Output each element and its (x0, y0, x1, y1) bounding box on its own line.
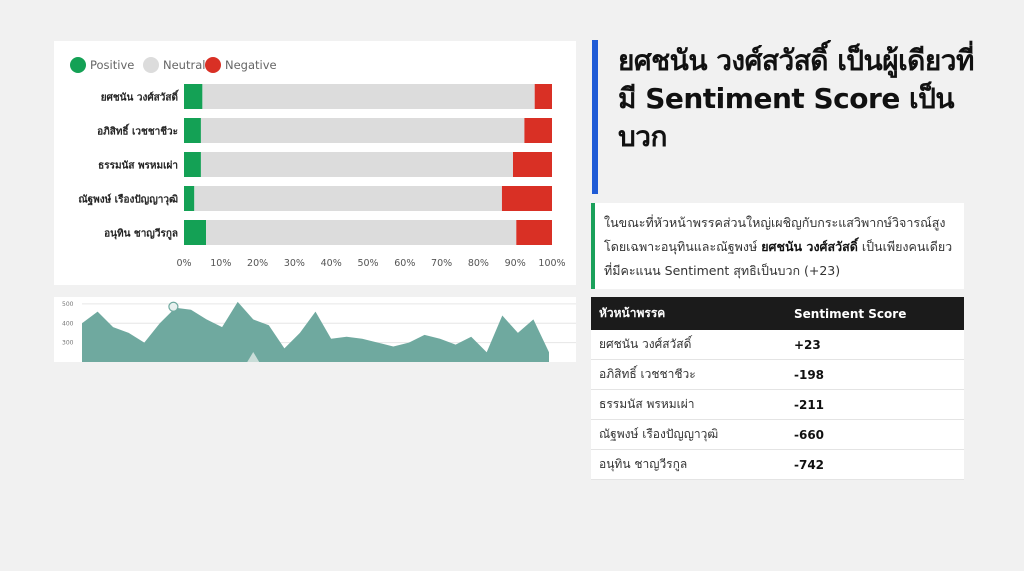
row-score: -211 (794, 389, 964, 420)
row-name: ณัฐพงษ์ เรืองปัญญาวุฒิ (591, 419, 794, 450)
x-tick-label: 60% (394, 258, 415, 269)
summary-accent-bar (591, 203, 595, 289)
table-header-row: หัวหน้าพรรค Sentiment Score (591, 297, 964, 330)
table-row: ยศชนัน วงศ์สวัสดิ์ +23 (591, 330, 964, 360)
area-annotation-marker (168, 301, 179, 312)
row-score: -660 (794, 419, 964, 450)
bar-chart-svg: Positive Neutral Negative ยศชนัน วงศ์สวัสดิ… (70, 57, 566, 269)
row-name: อภิสิทธิ์ เวชชาชีวะ (591, 359, 794, 390)
x-tick-label: 90% (505, 258, 526, 269)
bar-negative (512, 152, 552, 177)
category-label: ยศชนัน วงศ์สวัสดิ์ (101, 90, 180, 104)
bar-negative (534, 84, 552, 109)
row-score: -742 (794, 449, 964, 480)
bar-neutral (206, 220, 517, 245)
table-row: ณัฐพงษ์ เรืองปัญญาวุฒิ -660 (591, 419, 964, 450)
x-tick-label: 80% (468, 258, 489, 269)
x-tick-label: 100% (538, 258, 565, 269)
bar-neutral (200, 118, 525, 143)
category-label: อภิสิทธิ์ เวชชาชีวะ (97, 124, 178, 138)
title-accent-bar (592, 40, 598, 194)
bar-positive (184, 186, 195, 211)
bar-positive (184, 152, 201, 177)
legend-label-positive: Positive (90, 58, 134, 72)
table-row: อนุทิน ชาญวีรกูล -742 (591, 449, 964, 480)
x-tick-label: 30% (284, 258, 305, 269)
bar-neutral (194, 186, 502, 211)
sentiment-score-table: หัวหน้าพรรค Sentiment Score ยศชนัน วงศ์ส… (591, 297, 964, 480)
table-row: อภิสิทธิ์ เวชชาชีวะ -198 (591, 359, 964, 390)
headline: ยศชนัน วงศ์สวัสดิ์ เป็นผู้เดียวที่มี Sen… (618, 44, 974, 153)
area-chart-svg: 500 400 300 (62, 301, 576, 362)
bar-positive (184, 84, 203, 109)
trend-area-chart: 500 400 300 (54, 297, 576, 362)
legend-label-negative: Negative (225, 58, 277, 72)
bar-positive (184, 118, 201, 143)
area-y-tick-label: 500 (62, 301, 74, 308)
row-score: -198 (794, 359, 964, 390)
x-tick-label: 40% (321, 258, 342, 269)
x-tick-label: 50% (357, 258, 378, 269)
legend-swatch-positive (70, 57, 86, 73)
column-header-leader: หัวหน้าพรรค (591, 297, 794, 330)
bar-negative (516, 220, 552, 245)
table-row: ธรรมนัส พรหมเผ่า -211 (591, 389, 964, 420)
x-tick-label: 0% (176, 258, 191, 269)
column-header-score: Sentiment Score (794, 297, 964, 330)
summary-before: ในขณะที่หัวหน้าพรรคส่วนใหญ่เผชิญกับกระแส… (604, 215, 946, 254)
category-label: อนุทิน ชาญวีรกูล (104, 228, 178, 241)
area-y-tick-label: 300 (62, 340, 74, 347)
x-tick-label: 70% (431, 258, 452, 269)
summary-text: ในขณะที่หัวหน้าพรรคส่วนใหญ่เผชิญกับกระแส… (604, 211, 956, 283)
row-name: ธรรมนัส พรหมเผ่า (591, 389, 794, 420)
legend-label-neutral: Neutral (163, 58, 205, 72)
bar-neutral (202, 84, 535, 109)
area-notch (247, 352, 260, 362)
area-y-tick-label: 400 (62, 320, 74, 327)
bar-negative (524, 118, 552, 143)
summary-box: ในขณะที่หัวหน้าพรรคส่วนใหญ่เผชิญกับกระแส… (591, 203, 964, 289)
bar-neutral (200, 152, 513, 177)
row-name: อนุทิน ชาญวีรกูล (591, 449, 794, 480)
summary-after: เป็นเพียงคนเดียวที่มีคะแนน Sentiment สุท… (604, 239, 953, 278)
area-series (82, 301, 549, 362)
sentiment-bar-chart: Positive Neutral Negative ยศชนัน วงศ์สวัสดิ… (54, 41, 576, 285)
category-label: ธรรมนัส พรหมเผ่า (98, 160, 178, 172)
x-tick-label: 20% (247, 258, 268, 269)
bar-negative (501, 186, 552, 211)
x-tick-label: 10% (210, 258, 231, 269)
row-name: ยศชนัน วงศ์สวัสดิ์ (591, 330, 794, 360)
row-score: +23 (794, 330, 964, 360)
bar-positive (184, 220, 207, 245)
category-label: ณัฐพงษ์ เรืองปัญญาวุฒิ (78, 194, 178, 206)
summary-highlight: ยศชนัน วงศ์สวัสดิ์ (761, 239, 858, 254)
legend-swatch-negative (205, 57, 221, 73)
legend-swatch-neutral (143, 57, 159, 73)
